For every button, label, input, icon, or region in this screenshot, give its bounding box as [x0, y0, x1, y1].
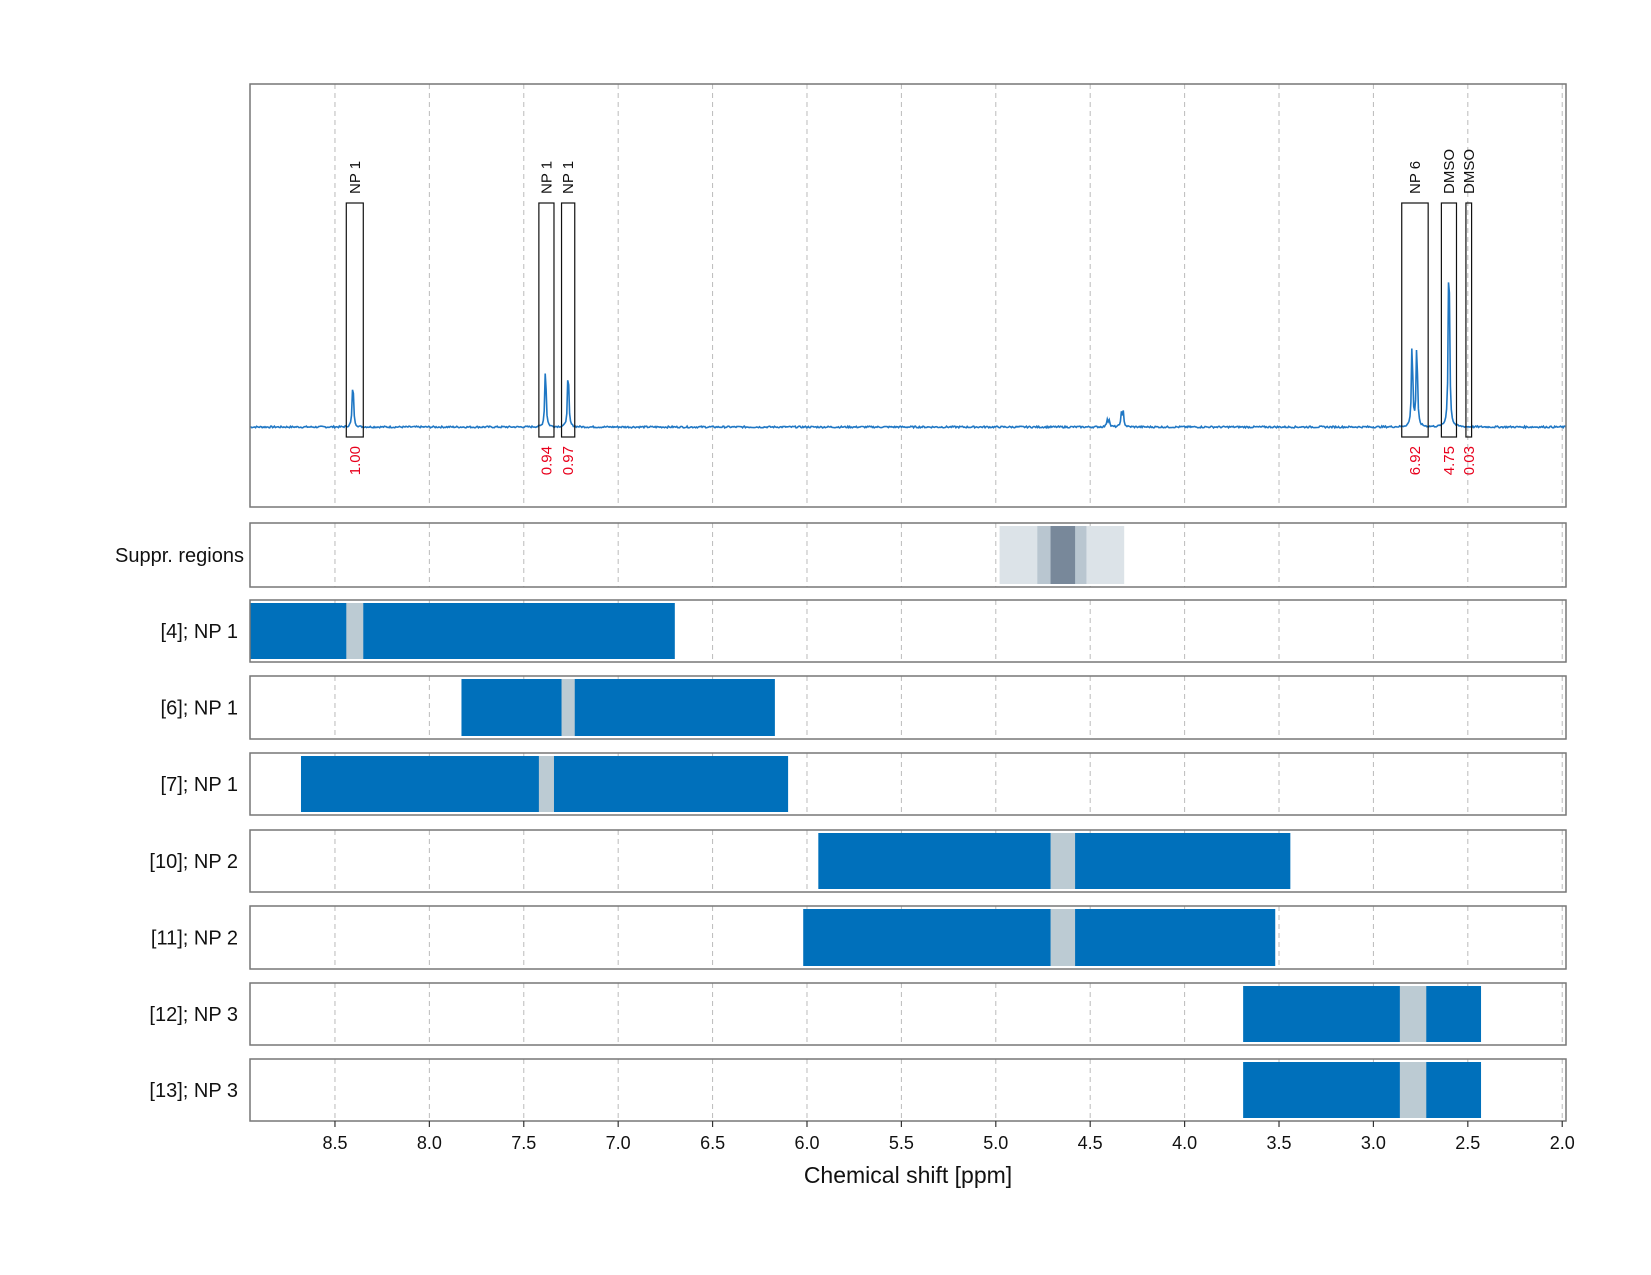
interval-label: [7]; NP 1 [161, 774, 238, 796]
interval-label: [11]; NP 2 [151, 928, 238, 950]
interval-label: [6]; NP 1 [161, 698, 238, 720]
spectrum-frame [249, 83, 1567, 508]
x-tick-label: 7.0 [606, 1133, 631, 1153]
interval-frame [249, 829, 1567, 893]
interval-label: [12]; NP 3 [149, 1004, 238, 1026]
interval-frame [249, 675, 1567, 740]
suppression-band [1050, 526, 1076, 584]
interval-panels: [4]; NP 1 [6]; NP 1 [7]; NP 1 [10]; NP 2 [11… [149, 599, 1567, 1122]
annotation-box [1465, 202, 1473, 438]
interval-frame [249, 982, 1567, 1046]
suppression-panel: Suppr. regions [115, 522, 1567, 588]
interval-bar [461, 679, 775, 736]
x-tick-label: 2.5 [1455, 1133, 1480, 1153]
interval-bar [1243, 1062, 1482, 1118]
x-tick-label: 3.5 [1266, 1133, 1291, 1153]
interval-gap [538, 756, 554, 812]
integral-label: 0.03 [1461, 446, 1478, 475]
interval-label: [13]; NP 3 [149, 1080, 238, 1102]
spectrum-line [249, 282, 1567, 430]
x-tick-label: 3.0 [1361, 1133, 1386, 1153]
interval-gap [561, 679, 575, 736]
integral-label: 6.92 [1407, 446, 1424, 475]
spectrum-panel: NP 1 1.00 NP 1 0.94 NP 1 0.97 NP 6 6.92 DMSO 4.75… [249, 83, 1567, 508]
interval-bar [250, 603, 675, 659]
interval-label: [10]; NP 2 [149, 851, 238, 873]
x-tick-label: 8.0 [417, 1133, 442, 1153]
interval-frame [249, 905, 1567, 970]
integral-label: 0.94 [538, 446, 555, 475]
interval-row: [10]; NP 2 [149, 829, 1567, 893]
annotation-label: NP 1 [347, 161, 364, 194]
interval-gap [346, 603, 364, 659]
annotation-label: NP 1 [538, 161, 555, 194]
annotation-label: DMSO [1441, 149, 1458, 194]
annotation-box [1440, 202, 1458, 438]
interval-frame [249, 599, 1567, 663]
x-tick-label: 4.5 [1078, 1133, 1103, 1153]
integral-label: 1.00 [347, 446, 364, 475]
interval-label: [4]; NP 1 [161, 621, 238, 643]
annotation-box [560, 202, 576, 438]
interval-gap [1050, 833, 1076, 889]
interval-row: [11]; NP 2 [151, 905, 1567, 970]
interval-bar [1243, 986, 1482, 1042]
suppression-label: Suppr. regions [115, 545, 244, 567]
x-tick-label: 5.0 [983, 1133, 1008, 1153]
integral-label: 0.97 [560, 446, 577, 475]
x-axis: 8.5 8.0 7.5 7.0 6.5 6.0 5.5 5.0 4.5 4.0 3.5 3.0 2.5 2… [322, 1121, 1575, 1153]
interval-row: [12]; NP 3 [149, 982, 1567, 1046]
interval-gap [1399, 1062, 1427, 1118]
suppression-frame [249, 522, 1567, 588]
interval-bar [803, 909, 1276, 966]
x-tick-label: 4.0 [1172, 1133, 1197, 1153]
x-tick-label: 8.5 [322, 1133, 347, 1153]
annotation-label: NP 1 [560, 161, 577, 194]
x-tick-label: 7.5 [511, 1133, 536, 1153]
annotation-box [1401, 202, 1429, 438]
x-axis-label: Chemical shift [ppm] [804, 1162, 1012, 1188]
x-tick-label: 6.0 [794, 1133, 819, 1153]
annotation-label: NP 6 [1407, 161, 1424, 194]
x-tick-label: 5.5 [889, 1133, 914, 1153]
interval-row: [13]; NP 3 [149, 1058, 1567, 1122]
annotation-box [345, 202, 364, 438]
interval-row: [7]; NP 1 [161, 752, 1567, 816]
interval-gap [1050, 909, 1076, 966]
annotation-label: DMSO [1461, 149, 1478, 194]
integral-label: 4.75 [1441, 446, 1458, 475]
interval-row: [6]; NP 1 [161, 675, 1567, 740]
x-tick-label: 2.0 [1550, 1133, 1575, 1153]
interval-gap [1399, 986, 1427, 1042]
interval-frame [249, 752, 1567, 816]
x-tick-label: 6.5 [700, 1133, 725, 1153]
interval-row: [4]; NP 1 [161, 599, 1567, 663]
interval-frame [249, 1058, 1567, 1122]
annotation-box [538, 202, 555, 438]
